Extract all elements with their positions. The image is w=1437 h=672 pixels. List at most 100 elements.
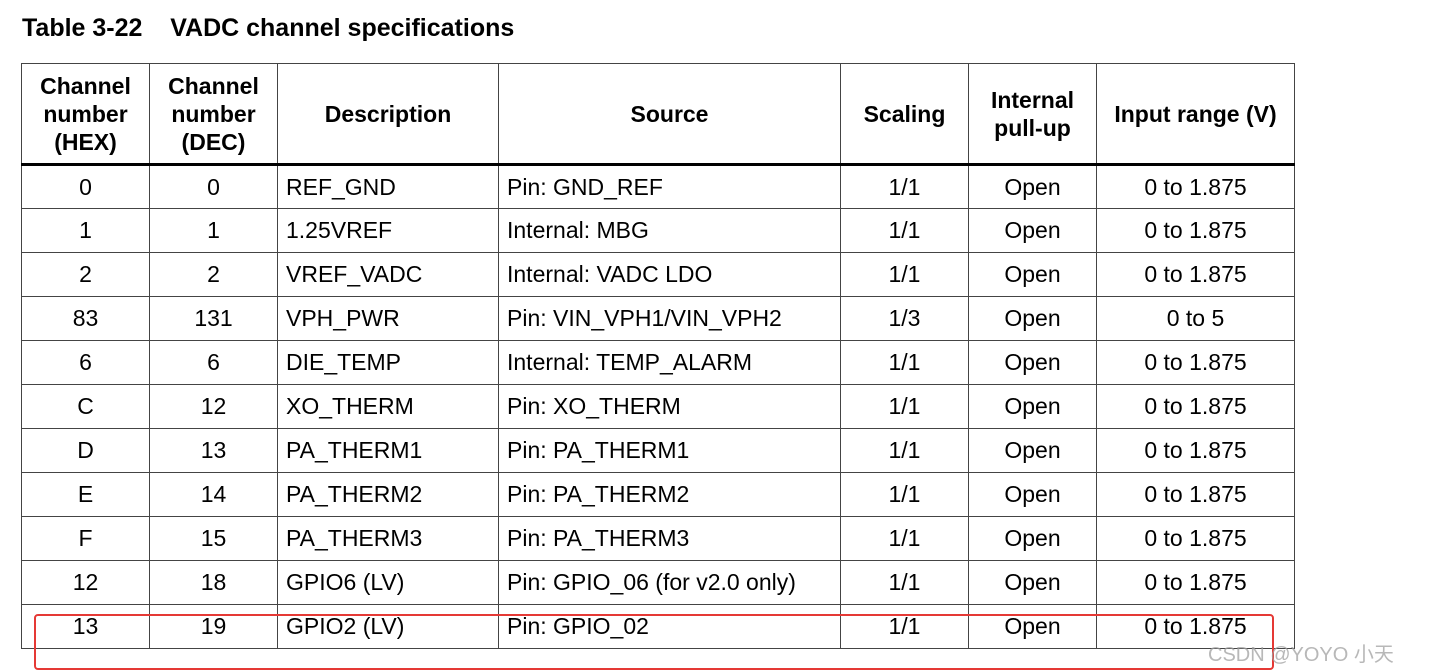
table-cell: VPH_PWR xyxy=(277,296,499,341)
table-cell: 1.25VREF xyxy=(277,208,499,253)
table-cell: Pin: XO_THERM xyxy=(498,384,841,429)
table-cell: Open xyxy=(968,516,1097,561)
table-row: F 15 PA_THERM3 Pin: PA_THERM3 1/1 Open 0 to 1.… xyxy=(21,516,1295,561)
table-cell: Open xyxy=(968,384,1097,429)
column-header: Internal pull-up xyxy=(968,63,1097,166)
table-row: 6 6 DIE_TEMP Internal: TEMP_ALARM 1/1 Open 0 t… xyxy=(21,340,1295,385)
table-cell: Open xyxy=(968,560,1097,605)
table-cell: 15 xyxy=(149,516,278,561)
table-title: Table 3-22 VADC channel specifications xyxy=(22,14,515,42)
watermark: CSDN @YOYO 小天 xyxy=(1208,644,1394,666)
table-cell: 1/1 xyxy=(840,208,969,253)
table-cell: 12 xyxy=(149,384,278,429)
column-header: Input range (V) xyxy=(1096,63,1295,166)
table-row: D 13 PA_THERM1 Pin: PA_THERM1 1/1 Open 0 to 1.… xyxy=(21,428,1295,473)
table-cell: C xyxy=(21,384,150,429)
table-cell: 13 xyxy=(21,604,150,649)
table-cell: 1/3 xyxy=(840,296,969,341)
table-cell: Internal: MBG xyxy=(498,208,841,253)
table-cell: DIE_TEMP xyxy=(277,340,499,385)
table-cell: 0 to 1.875 xyxy=(1096,208,1295,253)
table-cell: PA_THERM2 xyxy=(277,472,499,517)
table-cell: 6 xyxy=(149,340,278,385)
table-cell: 0 to 1.875 xyxy=(1096,428,1295,473)
table-cell: 2 xyxy=(149,252,278,297)
table-cell: Pin: GND_REF xyxy=(498,164,841,209)
table-cell: GPIO2 (LV) xyxy=(277,604,499,649)
column-header: Channel number (HEX) xyxy=(21,63,150,166)
table-cell: XO_THERM xyxy=(277,384,499,429)
table-cell: Open xyxy=(968,604,1097,649)
table-row: 13 19 GPIO2 (LV) Pin: GPIO_02 1/1 Open 0 to 1.… xyxy=(21,604,1295,649)
table-cell: Open xyxy=(968,252,1097,297)
table-cell: 1/1 xyxy=(840,604,969,649)
table-row: 83 131 VPH_PWR Pin: VIN_VPH1/VIN_VPH2 1/3 Ope… xyxy=(21,296,1295,341)
table-cell: 0 to 1.875 xyxy=(1096,340,1295,385)
table-cell: E xyxy=(21,472,150,517)
table-cell: Internal: VADC LDO xyxy=(498,252,841,297)
table-cell: Pin: GPIO_06 (for v2.0 only) xyxy=(498,560,841,605)
table-cell: 0 to 1.875 xyxy=(1096,516,1295,561)
table-cell: Pin: PA_THERM1 xyxy=(498,428,841,473)
table-cell: 1/1 xyxy=(840,428,969,473)
table-cell: 0 to 1.875 xyxy=(1096,472,1295,517)
table-cell: Pin: GPIO_02 xyxy=(498,604,841,649)
table-cell: Open xyxy=(968,472,1097,517)
table-cell: 1/1 xyxy=(840,560,969,605)
table-cell: 1/1 xyxy=(840,340,969,385)
table-cell: 18 xyxy=(149,560,278,605)
table-row: E 14 PA_THERM2 Pin: PA_THERM2 1/1 Open 0 to 1.… xyxy=(21,472,1295,517)
table-cell: Internal: TEMP_ALARM xyxy=(498,340,841,385)
table-row: 0 0 REF_GND Pin: GND_REF 1/1 Open 0 to 1.875 xyxy=(21,164,1295,209)
table-cell: 0 to 1.875 xyxy=(1096,560,1295,605)
table-cell: 0 xyxy=(149,164,278,209)
table-cell: 19 xyxy=(149,604,278,649)
table-row: 2 2 VREF_VADC Internal: VADC LDO 1/1 Open 0 to… xyxy=(21,252,1295,297)
table-cell: 0 xyxy=(21,164,150,209)
header-row: Channel number (HEX) Channel number (DEC)… xyxy=(21,63,1295,166)
table-cell: 0 to 1.875 xyxy=(1096,164,1295,209)
table-row: C 12 XO_THERM Pin: XO_THERM 1/1 Open 0 to 1.87… xyxy=(21,384,1295,429)
column-header: Channel number (DEC) xyxy=(149,63,278,166)
table-cell: Pin: PA_THERM3 xyxy=(498,516,841,561)
table-row: 1 1 1.25VREF Internal: MBG 1/1 Open 0 to 1.875 xyxy=(21,208,1295,253)
table-cell: PA_THERM1 xyxy=(277,428,499,473)
table-cell: 1/1 xyxy=(840,384,969,429)
table-cell: Pin: PA_THERM2 xyxy=(498,472,841,517)
column-header: Description xyxy=(277,63,499,166)
table-cell: 1/1 xyxy=(840,472,969,517)
column-header: Scaling xyxy=(840,63,969,166)
table-cell: 6 xyxy=(21,340,150,385)
vadc-table: Channel number (HEX) Channel number (DEC)… xyxy=(21,63,1295,649)
table-cell: 1 xyxy=(21,208,150,253)
table-cell: F xyxy=(21,516,150,561)
table-cell: Pin: VIN_VPH1/VIN_VPH2 xyxy=(498,296,841,341)
table-cell: 1/1 xyxy=(840,164,969,209)
table-cell: 1/1 xyxy=(840,252,969,297)
table-cell: D xyxy=(21,428,150,473)
table-cell: Open xyxy=(968,164,1097,209)
table-row: 12 18 GPIO6 (LV) Pin: GPIO_06 (for v2.0 onl… xyxy=(21,560,1295,605)
table-cell: 0 to 5 xyxy=(1096,296,1295,341)
table-cell: 14 xyxy=(149,472,278,517)
table-cell: 1/1 xyxy=(840,516,969,561)
table-cell: Open xyxy=(968,428,1097,473)
table-cell: 0 to 1.875 xyxy=(1096,604,1295,649)
table-cell: 13 xyxy=(149,428,278,473)
table-cell: 131 xyxy=(149,296,278,341)
table-cell: 12 xyxy=(21,560,150,605)
table-cell: VREF_VADC xyxy=(277,252,499,297)
table-cell: 2 xyxy=(21,252,150,297)
table-cell: 0 to 1.875 xyxy=(1096,252,1295,297)
table-cell: PA_THERM3 xyxy=(277,516,499,561)
table-body: 0 0 REF_GND Pin: GND_REF 1/1 Open 0 to 1.875 1 1… xyxy=(21,164,1295,649)
column-header: Source xyxy=(498,63,841,166)
highlight-box xyxy=(34,614,1274,670)
table-cell: Open xyxy=(968,296,1097,341)
table-cell: 1 xyxy=(149,208,278,253)
table-cell: GPIO6 (LV) xyxy=(277,560,499,605)
table-cell: Open xyxy=(968,340,1097,385)
table-cell: 0 to 1.875 xyxy=(1096,384,1295,429)
table-cell: REF_GND xyxy=(277,164,499,209)
